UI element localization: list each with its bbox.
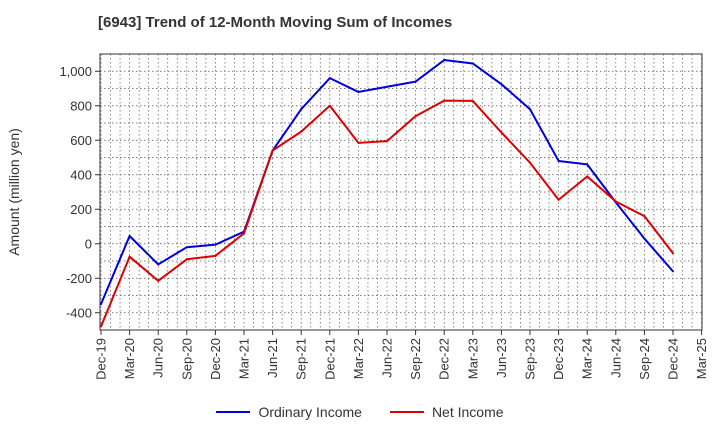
legend-swatch-ordinary-income bbox=[216, 411, 251, 413]
y-tick-label: 400 bbox=[70, 167, 92, 182]
y-tick-label: 800 bbox=[70, 98, 92, 113]
legend-label-ordinary-income: Ordinary Income bbox=[258, 404, 362, 420]
data-point-net-income bbox=[500, 131, 503, 134]
x-tick-label: Sep-20 bbox=[179, 338, 194, 380]
data-point-net-income bbox=[414, 115, 417, 118]
data-point-net-income bbox=[386, 140, 388, 143]
x-tick-label: Sep-22 bbox=[408, 338, 423, 380]
axis-layer bbox=[95, 53, 703, 335]
data-point-ordinary-income bbox=[557, 159, 560, 162]
x-tick-label: Jun-21 bbox=[265, 338, 280, 378]
x-tick-label: Mar-24 bbox=[580, 338, 595, 379]
data-point-net-income bbox=[157, 279, 160, 282]
data-point-net-income bbox=[557, 198, 560, 201]
legend-label-net-income: Net Income bbox=[431, 404, 504, 420]
data-point-ordinary-income bbox=[357, 90, 360, 93]
label-layer: -400 -200 0 200 400 600 800 1,000 Dec-19 Mar-20 Ju… bbox=[6, 64, 709, 380]
plot-frame bbox=[99, 53, 703, 331]
data-point-ordinary-income bbox=[500, 83, 503, 86]
data-point-net-income bbox=[185, 258, 188, 261]
data-point-ordinary-income bbox=[586, 163, 589, 166]
data-point-ordinary-income bbox=[672, 270, 674, 273]
grid-layer bbox=[100, 53, 702, 331]
data-point-net-income bbox=[643, 215, 646, 218]
data-point-ordinary-income bbox=[128, 234, 131, 237]
data-point-net-income bbox=[128, 255, 131, 258]
x-tick-label: Mar-21 bbox=[237, 338, 252, 379]
y-tick-label: -400 bbox=[66, 305, 92, 320]
data-point-ordinary-income bbox=[300, 108, 303, 111]
data-point-net-income bbox=[357, 141, 360, 144]
legend-swatch-net-income bbox=[389, 411, 424, 413]
data-point-ordinary-income bbox=[328, 77, 331, 80]
legend-item-net-income: Net Income bbox=[389, 404, 504, 420]
data-point-ordinary-income bbox=[185, 246, 188, 249]
x-tick-label: Dec-20 bbox=[208, 338, 223, 380]
data-point-net-income bbox=[271, 149, 274, 152]
y-axis-title: Amount (million yen) bbox=[6, 128, 22, 256]
x-tick-label: Dec-21 bbox=[322, 338, 337, 380]
x-tick-label: Sep-21 bbox=[294, 338, 309, 380]
data-point-ordinary-income bbox=[443, 59, 446, 62]
data-point-net-income bbox=[614, 200, 617, 203]
data-point-ordinary-income bbox=[471, 62, 474, 65]
chart-title: [6943] Trend of 12-Month Moving Sum of I… bbox=[98, 14, 453, 31]
data-point-ordinary-income bbox=[100, 303, 102, 306]
x-tick-label: Jun-20 bbox=[151, 338, 166, 378]
data-point-net-income bbox=[672, 252, 674, 255]
x-tick-label: Sep-24 bbox=[637, 338, 652, 380]
data-point-ordinary-income bbox=[529, 108, 531, 111]
data-point-net-income bbox=[586, 175, 589, 178]
data-point-net-income bbox=[100, 325, 102, 328]
data-point-net-income bbox=[471, 99, 474, 102]
data-point-ordinary-income bbox=[643, 237, 646, 240]
data-point-net-income bbox=[214, 254, 217, 257]
data-point-ordinary-income bbox=[157, 263, 160, 266]
y-tick-label: 0 bbox=[85, 236, 92, 251]
x-tick-label: Mar-20 bbox=[122, 338, 137, 379]
data-point-ordinary-income bbox=[214, 243, 217, 246]
x-tick-label: Mar-25 bbox=[694, 338, 709, 379]
data-point-net-income bbox=[529, 161, 531, 164]
y-tick-label: -200 bbox=[66, 271, 92, 286]
y-tick-label: 600 bbox=[70, 133, 92, 148]
x-tick-label: Dec-19 bbox=[94, 338, 109, 380]
x-tick-label: Dec-23 bbox=[551, 338, 566, 380]
data-point-net-income bbox=[328, 104, 331, 107]
x-tick-label: Jun-23 bbox=[494, 338, 509, 378]
series-layer bbox=[100, 59, 674, 328]
data-point-net-income bbox=[300, 130, 303, 133]
legend-item-ordinary-income: Ordinary Income bbox=[216, 404, 362, 420]
x-tick-label: Jun-24 bbox=[608, 338, 623, 378]
x-tick-label: Dec-24 bbox=[666, 338, 681, 380]
x-tick-label: Mar-23 bbox=[465, 338, 480, 379]
data-point-ordinary-income bbox=[386, 85, 388, 88]
legend: Ordinary Income Net Income bbox=[0, 404, 720, 420]
x-tick-label: Jun-22 bbox=[380, 338, 395, 378]
x-tick-label: Dec-22 bbox=[437, 338, 452, 380]
data-point-net-income bbox=[443, 99, 446, 102]
y-tick-label: 1,000 bbox=[59, 64, 92, 79]
x-tick-label: Sep-23 bbox=[523, 338, 538, 380]
x-tick-label: Mar-22 bbox=[351, 338, 366, 379]
data-point-net-income bbox=[243, 232, 245, 235]
y-tick-label: 200 bbox=[70, 202, 92, 217]
data-point-ordinary-income bbox=[414, 80, 417, 83]
